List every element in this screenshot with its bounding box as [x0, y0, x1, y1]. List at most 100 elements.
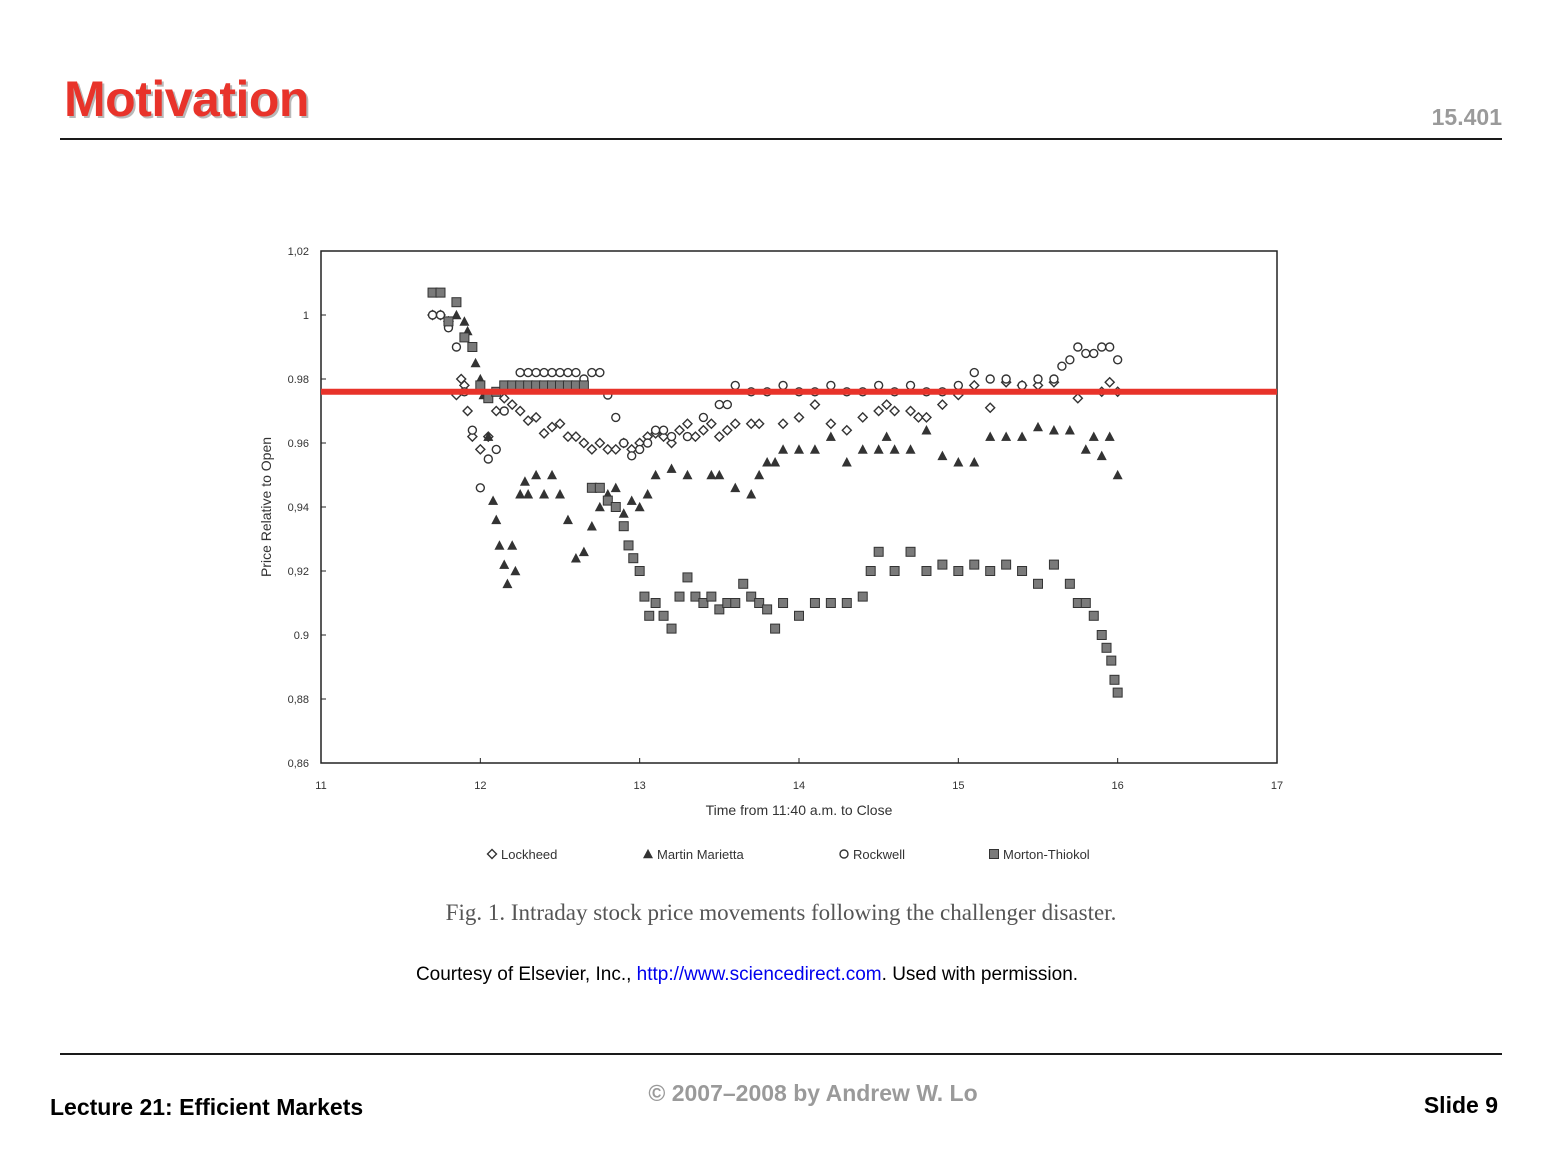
martin-marietta-point: [889, 444, 900, 454]
lockheed-point: [530, 411, 542, 423]
morton-thiokol-point: [435, 287, 446, 298]
legend-label-lockheed: Lockheed: [501, 847, 557, 862]
y-tick-label: 0.96: [288, 438, 309, 450]
rockwell-point: [778, 380, 788, 391]
rockwell-point: [650, 425, 661, 435]
lockheed-point: [984, 402, 996, 414]
rockwell-point: [499, 406, 509, 416]
morton-thiokol-point: [690, 591, 701, 602]
morton-thiokol-point: [1096, 630, 1107, 640]
morton-thiokol-point: [674, 591, 685, 602]
martin-marietta-point: [459, 316, 470, 326]
legend: Lockheed Martin Marietta Rockwell Morton-Th…: [486, 847, 1090, 862]
rockwell-point: [619, 438, 629, 448]
lockheed-point: [793, 411, 805, 423]
rockwell-point: [563, 367, 573, 378]
sciencedirect-link[interactable]: http://www.sciencedirect.com: [636, 964, 882, 985]
lockheed-point: [729, 418, 741, 430]
rockwell-point: [985, 374, 995, 384]
morton-thiokol-point: [666, 623, 677, 634]
morton-thiokol-point: [1017, 566, 1028, 576]
rockwell-point: [1104, 342, 1115, 352]
martin-marietta-point: [626, 495, 637, 505]
morton-thiokol-point: [698, 598, 709, 608]
martin-marietta-point: [762, 457, 773, 467]
series-morton-thiokol: [427, 287, 1123, 698]
martin-marietta-point: [1048, 425, 1059, 435]
martin-marietta-point: [1064, 425, 1075, 435]
rockwell-point: [467, 425, 478, 435]
legend-item-morton-thiokol: Morton-Thiokol: [989, 847, 1090, 862]
lockheed-point: [466, 431, 478, 443]
morton-thiokol-point: [1106, 655, 1117, 666]
martin-marietta-point: [451, 309, 462, 320]
rockwell-point: [515, 367, 525, 378]
y-axis: 0,86 0,88 0.9 0,92 0,94 0.96 0.98 1 1,02: [288, 246, 326, 770]
martin-marietta-point: [515, 489, 526, 499]
lockheed-point: [697, 424, 709, 436]
martin-marietta-point: [794, 444, 804, 454]
morton-thiokol-point: [730, 598, 741, 608]
lockheed-point: [873, 405, 885, 417]
martin-marietta-point: [470, 357, 481, 368]
morton-thiokol-point: [451, 297, 462, 308]
lockheed-point: [689, 431, 701, 443]
lockheed-point: [809, 399, 821, 411]
legend-marker-morton-thiokol: [989, 849, 999, 859]
rockwell-point: [627, 451, 637, 461]
lockheed-point: [538, 427, 550, 439]
martin-marietta-point: [578, 546, 589, 557]
rockwell-point: [451, 342, 462, 352]
rockwell-point: [634, 444, 645, 455]
y-tick-label: 1: [303, 310, 309, 322]
martin-marietta-point: [985, 431, 996, 441]
morton-thiokol-point: [459, 332, 470, 343]
rockwell-point: [595, 367, 605, 378]
morton-thiokol-point: [602, 495, 613, 506]
rockwell-point: [1081, 348, 1091, 359]
lockheed-point: [857, 411, 869, 423]
morton-thiokol-point: [1064, 578, 1075, 589]
x-tick-label: 16: [1112, 780, 1124, 792]
morton-thiokol-point: [1101, 642, 1112, 653]
x-tick-label: 13: [634, 780, 646, 792]
rockwell-point: [1065, 355, 1075, 365]
y-tick-label: 0.9: [294, 630, 309, 642]
rockwell-point: [611, 412, 621, 423]
martin-marietta-point: [1001, 431, 1012, 441]
lockheed-point: [666, 437, 678, 449]
martin-marietta-point: [570, 553, 581, 563]
morton-thiokol-point: [650, 598, 661, 608]
martin-marietta-point: [510, 565, 521, 576]
rockwell-point: [483, 454, 493, 464]
morton-thiokol-point: [825, 598, 836, 608]
lockheed-point: [490, 405, 502, 417]
martin-marietta-point: [1112, 469, 1123, 480]
rockwell-point: [435, 310, 446, 320]
series-lockheed: [427, 309, 1124, 455]
morton-thiokol-point: [794, 610, 804, 621]
morton-thiokol-point: [443, 316, 454, 327]
y-axis-label: Price Relative to Open: [258, 437, 274, 577]
martin-marietta-point: [523, 489, 534, 499]
martin-marietta-point: [730, 482, 741, 493]
martin-marietta-point: [562, 514, 573, 525]
y-tick-label: 1,02: [288, 246, 309, 258]
morton-thiokol-point: [953, 566, 964, 576]
martin-marietta-point: [706, 469, 717, 480]
lockheed-point: [514, 405, 526, 417]
morton-thiokol-point: [644, 610, 655, 621]
rockwell-point: [730, 380, 740, 391]
morton-thiokol-point: [937, 559, 948, 570]
martin-marietta-point: [650, 469, 661, 480]
martin-marietta-point: [1096, 450, 1107, 461]
morton-thiokol-point: [475, 380, 486, 391]
lockheed-point: [825, 418, 837, 430]
morton-thiokol-point: [738, 578, 749, 589]
morton-thiokol-point: [578, 380, 589, 391]
martin-marietta-point: [905, 444, 916, 454]
martin-marietta-point: [1017, 431, 1028, 441]
martin-marietta-point: [547, 469, 558, 480]
rockwell-point: [969, 367, 979, 378]
